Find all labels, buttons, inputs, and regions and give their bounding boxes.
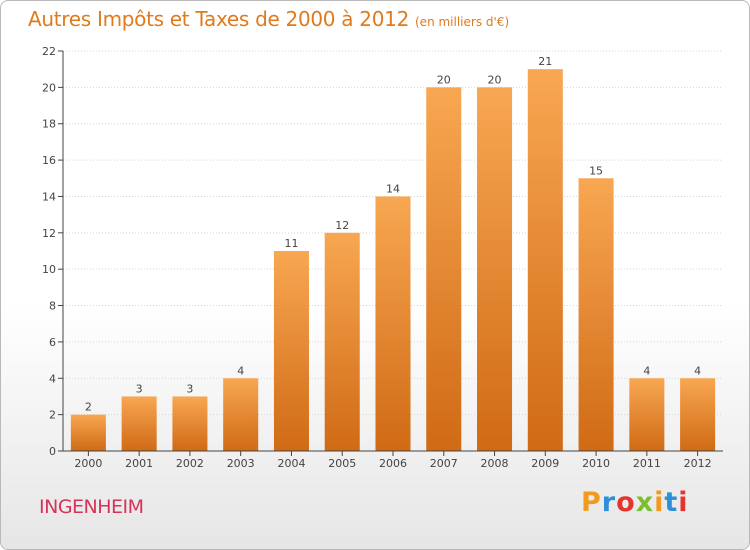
- x-tick-label: 2009: [531, 457, 559, 470]
- bar-value-label: 3: [136, 382, 143, 395]
- logo-letter: t: [664, 487, 679, 518]
- bar: [375, 196, 411, 451]
- y-tick-label: 0: [49, 445, 56, 458]
- y-tick-label: 8: [49, 300, 56, 313]
- x-tick-label: 2000: [74, 457, 102, 470]
- x-tick-label: 2010: [582, 457, 610, 470]
- logo-letter: P: [581, 487, 602, 518]
- bar-value-label: 4: [694, 364, 701, 377]
- bar: [121, 396, 157, 451]
- bar-value-label: 21: [538, 55, 552, 68]
- y-tick-label: 6: [49, 336, 56, 349]
- bar-value-label: 20: [488, 73, 502, 86]
- logo-letter: x: [635, 487, 655, 518]
- bar: [426, 87, 462, 452]
- logo-letter: o: [616, 487, 636, 518]
- logo-letter: i: [654, 487, 665, 518]
- bar: [70, 414, 106, 451]
- y-tick-label: 22: [42, 45, 56, 58]
- chart-unit-label: (en milliers d'€): [415, 15, 510, 29]
- x-tick-label: 2011: [633, 457, 661, 470]
- bar: [629, 378, 665, 451]
- bar: [172, 396, 208, 451]
- bar-value-label: 2: [85, 401, 92, 414]
- logo-letter: r: [601, 487, 617, 518]
- x-tick-label: 2005: [328, 457, 356, 470]
- labels: 0246810121416182022220003200132002420031…: [42, 45, 712, 470]
- bar-value-label: 20: [437, 73, 451, 86]
- bar-value-label: 3: [186, 382, 193, 395]
- bar: [223, 378, 259, 451]
- bar: [324, 232, 360, 451]
- x-tick-label: 2007: [430, 457, 458, 470]
- x-tick-label: 2006: [379, 457, 407, 470]
- bar-value-label: 4: [643, 364, 650, 377]
- x-tick-label: 2003: [227, 457, 255, 470]
- x-tick-label: 2001: [125, 457, 153, 470]
- commune-name: INGENHEIM: [39, 496, 144, 518]
- x-tick-label: 2002: [176, 457, 204, 470]
- x-tick-label: 2012: [684, 457, 712, 470]
- bar: [680, 378, 716, 451]
- y-tick-label: 12: [42, 227, 56, 240]
- bar: [477, 87, 513, 452]
- proxiti-logo[interactable]: Proxiti: [581, 487, 689, 518]
- y-tick-label: 20: [42, 81, 56, 94]
- bar-value-label: 14: [386, 182, 400, 195]
- bar-value-label: 4: [237, 364, 244, 377]
- y-tick-label: 16: [42, 154, 56, 167]
- y-tick-label: 4: [49, 372, 56, 385]
- bar: [273, 251, 309, 451]
- y-tick-label: 10: [42, 263, 56, 276]
- logo-letter: i: [678, 487, 689, 518]
- axes: [58, 50, 723, 456]
- chart-title: Autres Impôts et Taxes de 2000 à 2012 (en…: [28, 7, 509, 31]
- chart-title-text: Autres Impôts et Taxes de 2000 à 2012: [28, 7, 409, 31]
- bar-value-label: 11: [284, 237, 298, 250]
- bar: [527, 69, 563, 452]
- x-tick-label: 2008: [481, 457, 509, 470]
- bar: [578, 178, 614, 451]
- y-tick-label: 2: [49, 409, 56, 422]
- bar-value-label: 15: [589, 164, 603, 177]
- x-tick-label: 2004: [277, 457, 305, 470]
- y-tick-label: 18: [42, 118, 56, 131]
- y-tick-label: 14: [42, 190, 56, 203]
- bars: [70, 69, 716, 452]
- bar-value-label: 12: [335, 219, 349, 232]
